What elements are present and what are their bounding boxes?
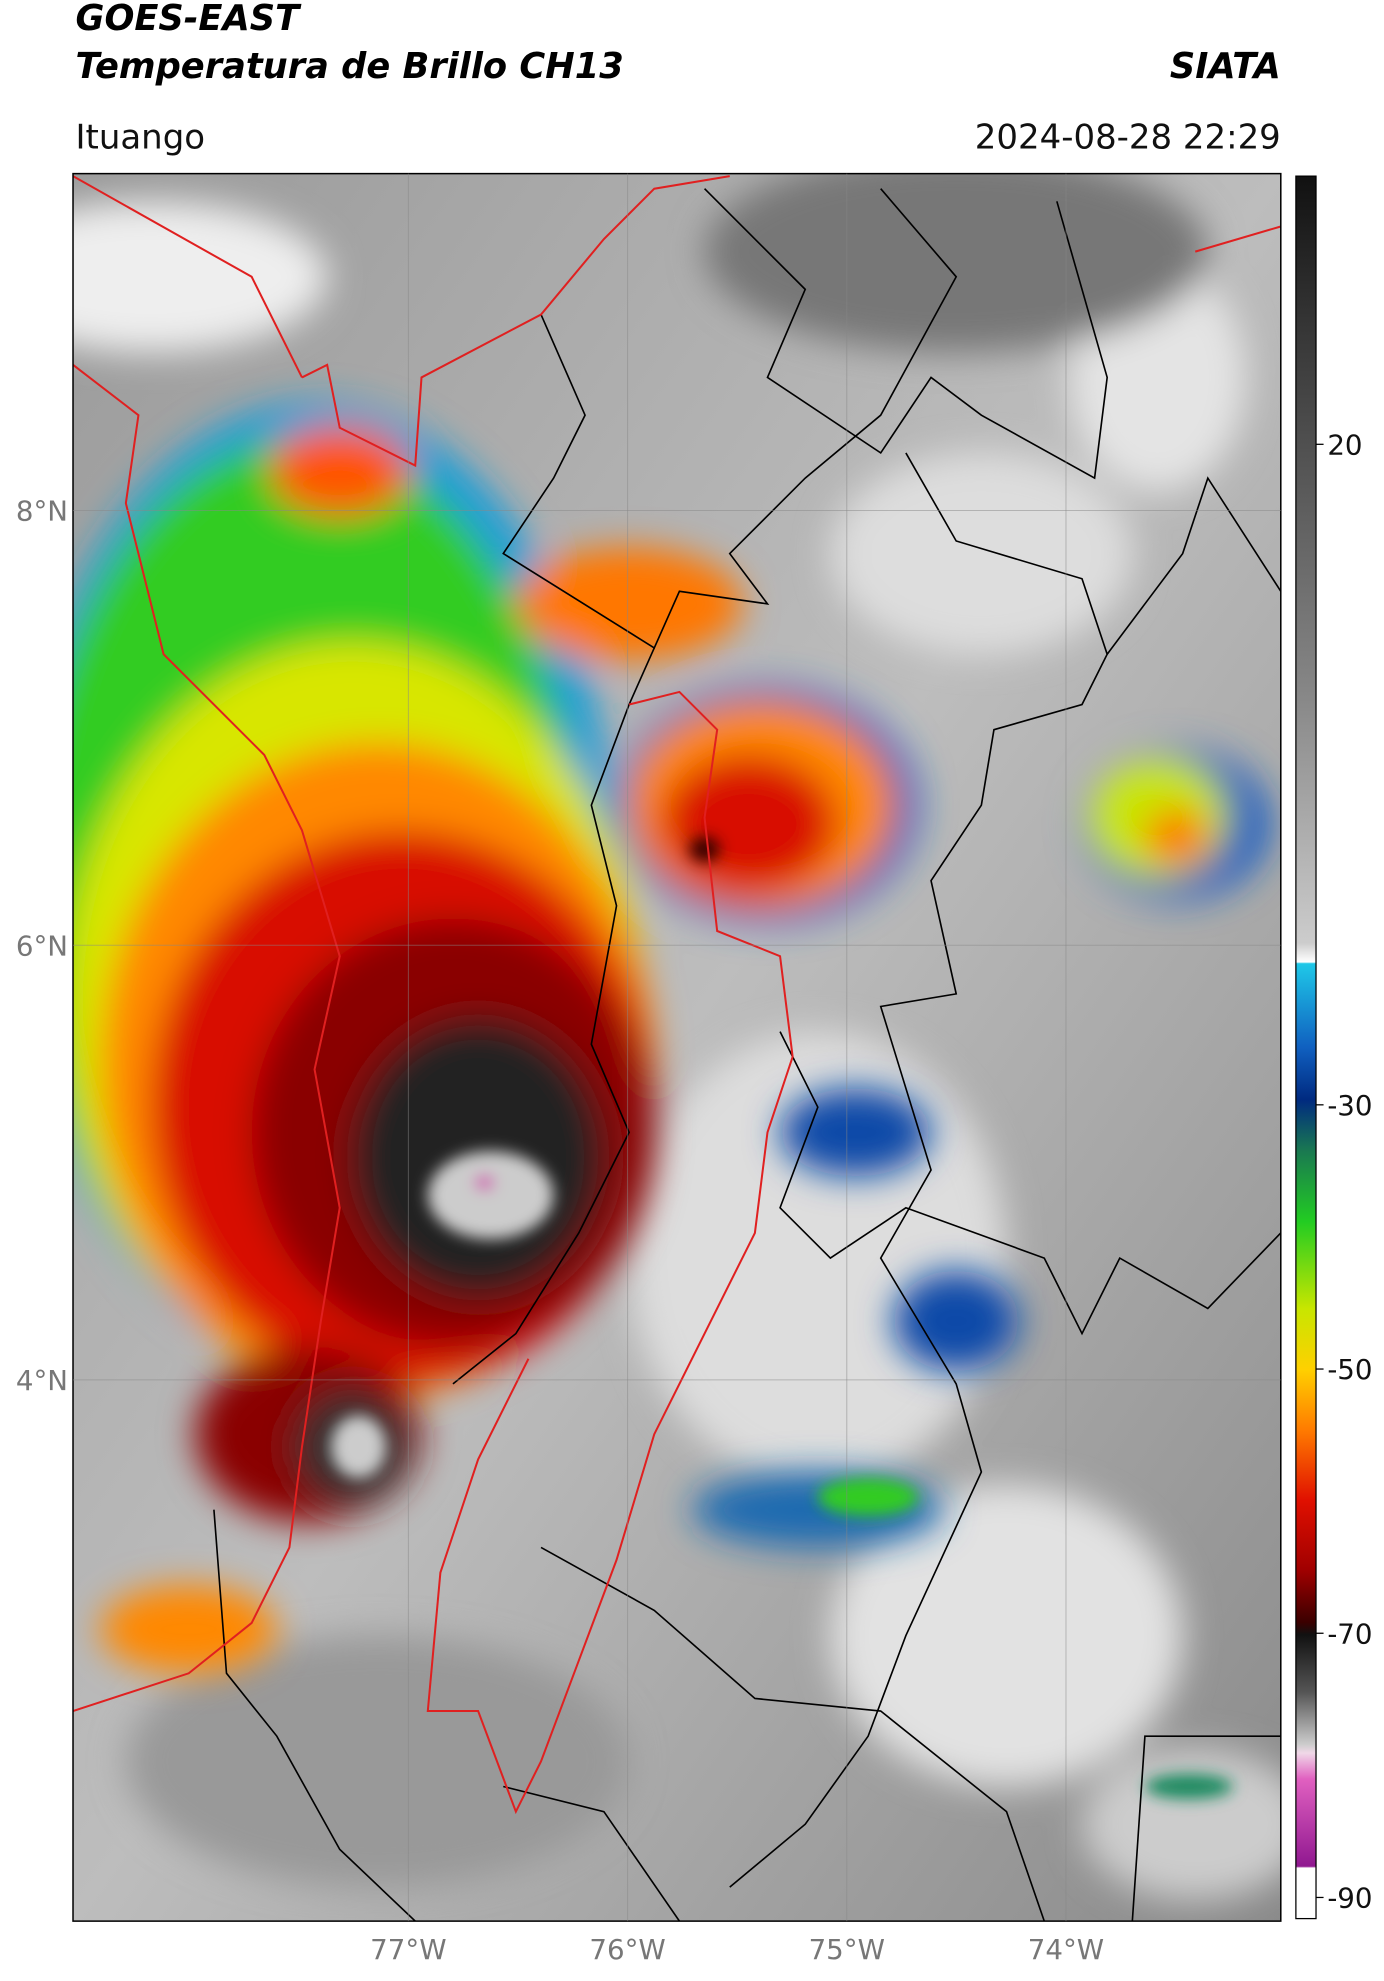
- lon-label: 76°W: [589, 1933, 665, 1966]
- lat-label: 6°N: [16, 929, 68, 962]
- colorbar-label: 20: [1327, 428, 1362, 461]
- lat-label: 4°N: [16, 1364, 68, 1397]
- colorbar-label: -70: [1327, 1617, 1372, 1650]
- lon-label: 77°W: [370, 1933, 446, 1966]
- colorbar-label: -50: [1327, 1353, 1372, 1386]
- colorbar-label: -30: [1327, 1089, 1372, 1122]
- title-line1: GOES-EAST: [76, 0, 303, 39]
- satellite-image: [73, 173, 1281, 1922]
- source: SIATA: [1170, 46, 1281, 87]
- lon-label: 75°W: [809, 1933, 885, 1966]
- lat-label: 8°N: [16, 495, 68, 528]
- title-line2: Temperatura de Brillo CH13: [76, 46, 624, 87]
- colorbar-label: -90: [1327, 1882, 1372, 1915]
- lon-label: 74°W: [1028, 1933, 1104, 1966]
- location: Ituango: [76, 117, 206, 157]
- colorbar: [1295, 175, 1317, 1920]
- datetime: 2024-08-28 22:29: [975, 117, 1281, 157]
- map-frame: [72, 172, 1282, 1922]
